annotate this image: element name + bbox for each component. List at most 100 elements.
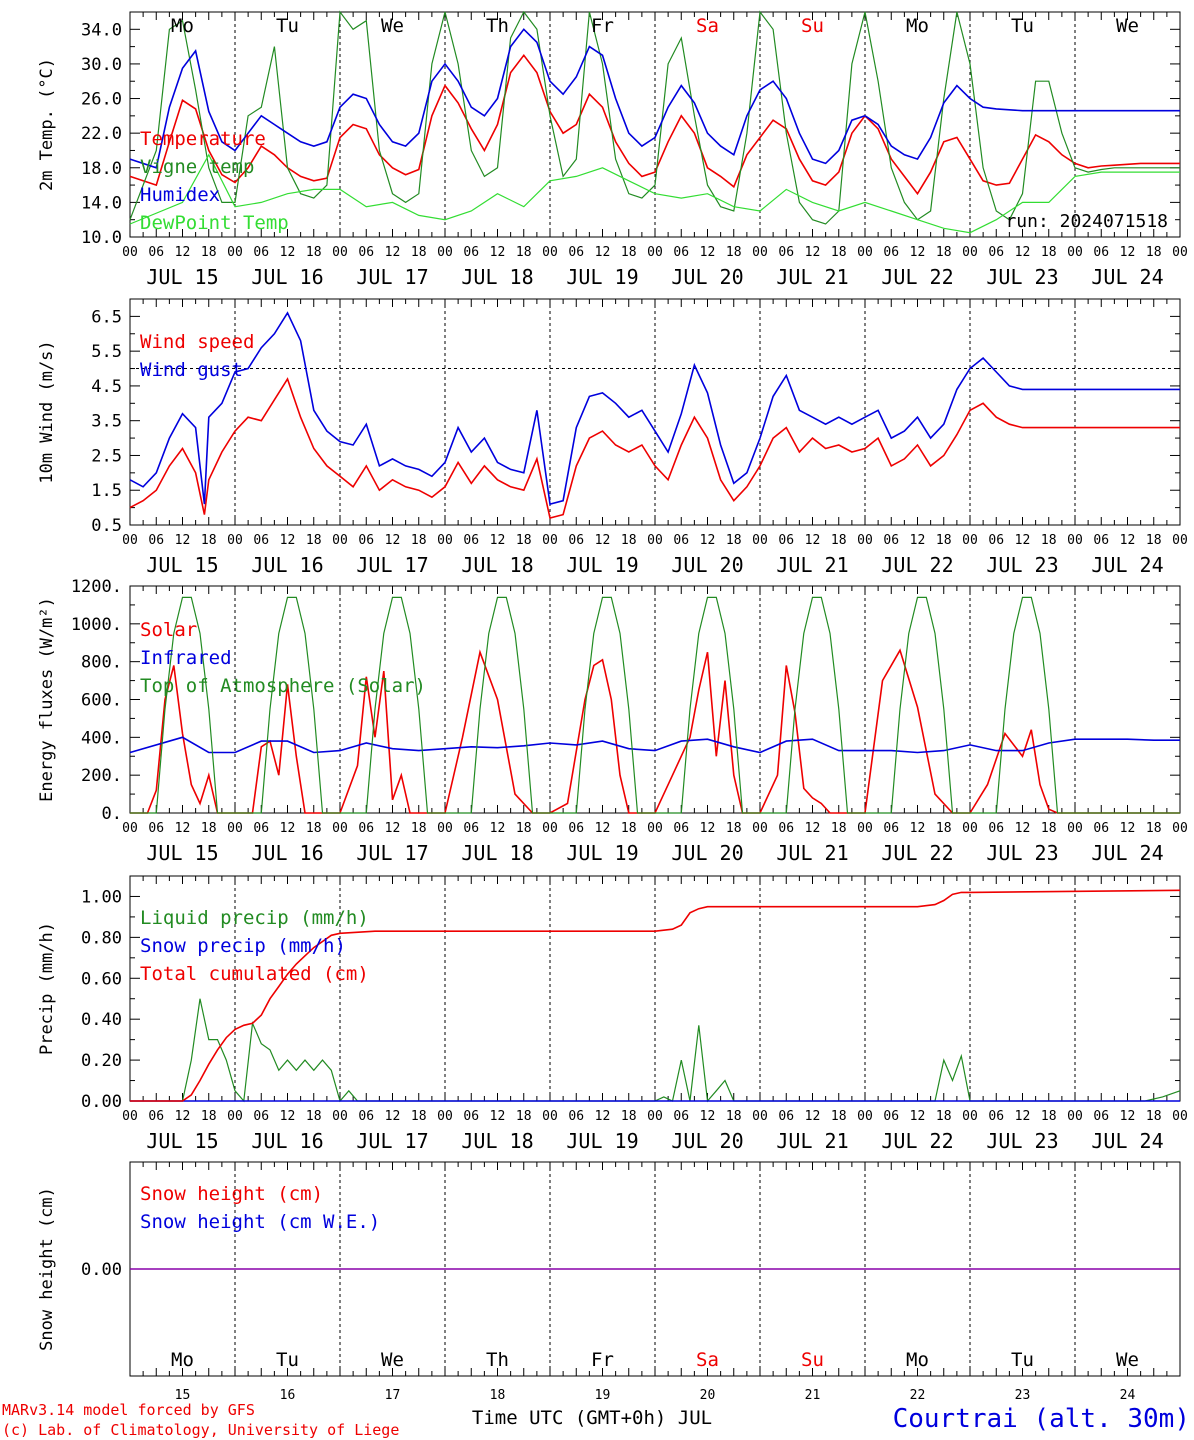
y-tick-label: 3.5 bbox=[91, 412, 122, 432]
hour-tick-label: 18 bbox=[306, 533, 322, 548]
hour-tick-label: 00 bbox=[227, 1109, 243, 1124]
date-label: JUL 16 bbox=[251, 841, 323, 865]
series-line-total-cumulated-cm bbox=[130, 889, 1181, 1102]
date-label: JUL 20 bbox=[671, 1129, 743, 1153]
day-number: 21 bbox=[805, 1388, 821, 1403]
hour-tick-label: 06 bbox=[883, 533, 899, 548]
y-tick-label: 0.00 bbox=[81, 1260, 122, 1280]
hour-tick-label: 12 bbox=[1015, 1109, 1031, 1124]
panel-precip: 0.00 0.20 0.40 0.60 0.80 1.00 Precip (mm/h) Liq… bbox=[37, 875, 1188, 1153]
hour-tick-label: 00 bbox=[332, 1109, 348, 1124]
y-tick-label: 4.5 bbox=[91, 377, 122, 397]
footer: MARv3.14 model forced by GFS (c) Lab. of … bbox=[2, 1401, 1190, 1439]
hour-tick-label: 00 bbox=[857, 821, 873, 836]
hour-tick-label: 00 bbox=[857, 245, 873, 260]
day-name: Tu bbox=[276, 15, 299, 37]
hour-tick-label: 06 bbox=[1093, 533, 1109, 548]
hour-tick-label: 06 bbox=[463, 1109, 479, 1124]
hour-tick-label: 18 bbox=[1041, 533, 1057, 548]
station-label: Courtrai (alt. 30m) bbox=[893, 1404, 1190, 1434]
hour-tick-label: 06 bbox=[253, 1109, 269, 1124]
day-name: Fr bbox=[591, 1349, 614, 1371]
hour-tick-label: 00 bbox=[542, 821, 558, 836]
hour-tick-label: 00 bbox=[122, 821, 138, 836]
hour-tick-label: 06 bbox=[883, 821, 899, 836]
hour-tick-label: 00 bbox=[1067, 1109, 1083, 1124]
hour-tick-label: 12 bbox=[910, 1109, 926, 1124]
run-annotation: run: 2024071518 bbox=[1005, 211, 1168, 232]
hour-tick-label: 06 bbox=[778, 533, 794, 548]
hour-tick-label: 00 bbox=[542, 1109, 558, 1124]
hour-tick-label: 18 bbox=[726, 245, 742, 260]
y-tick-label: 0.00 bbox=[81, 1092, 122, 1112]
hour-tick-label: 12 bbox=[175, 533, 191, 548]
hour-tick-label: 18 bbox=[726, 533, 742, 548]
legend-entry: Snow height (cm W.E.) bbox=[140, 1211, 380, 1233]
hour-tick-label: 06 bbox=[568, 245, 584, 260]
series-line-dewpoint-temp bbox=[129, 153, 1180, 234]
y-tick-label: 6.5 bbox=[91, 307, 122, 327]
day-number: 23 bbox=[1015, 1388, 1031, 1403]
hour-tick-label: 06 bbox=[148, 245, 164, 260]
date-label: JUL 23 bbox=[986, 265, 1058, 289]
date-label: JUL 17 bbox=[356, 265, 428, 289]
y-tick-label: 14.0 bbox=[81, 193, 122, 213]
hour-tick-label: 00 bbox=[1172, 821, 1188, 836]
date-label: JUL 22 bbox=[881, 553, 953, 577]
day-name: Sa bbox=[696, 15, 719, 37]
date-label: JUL 24 bbox=[1091, 1129, 1163, 1153]
hour-tick-label: 06 bbox=[1093, 1109, 1109, 1124]
hour-tick-label: 12 bbox=[805, 533, 821, 548]
hour-tick-label: 12 bbox=[490, 1109, 506, 1124]
date-label: JUL 21 bbox=[776, 265, 848, 289]
hour-tick-label: 06 bbox=[883, 1109, 899, 1124]
series-line-top-of-atmosphere-solar bbox=[130, 596, 1180, 814]
hour-tick-label: 18 bbox=[831, 245, 847, 260]
hour-tick-label: 00 bbox=[962, 1109, 978, 1124]
hour-tick-label: 18 bbox=[936, 821, 952, 836]
day-name: We bbox=[1116, 15, 1139, 37]
hour-tick-label: 12 bbox=[280, 245, 296, 260]
day-name: We bbox=[1116, 1349, 1139, 1371]
legend-entry: Top of Atmosphere (Solar) bbox=[140, 675, 426, 697]
date-label: JUL 23 bbox=[986, 841, 1058, 865]
y-axis-label: 2m Temp. (°C) bbox=[37, 58, 57, 191]
hour-tick-label: 00 bbox=[227, 245, 243, 260]
y-tick-label: 1.5 bbox=[91, 481, 122, 501]
hour-tick-label: 06 bbox=[463, 245, 479, 260]
hour-tick-label: 12 bbox=[1015, 821, 1031, 836]
hour-tick-label: 18 bbox=[621, 1109, 637, 1124]
legend-entry: DewPoint Temp bbox=[140, 212, 289, 234]
y-axis-label: Snow height (cm) bbox=[37, 1187, 57, 1351]
hour-tick-label: 06 bbox=[988, 245, 1004, 260]
hour-tick-label: 06 bbox=[778, 1109, 794, 1124]
hour-tick-label: 18 bbox=[201, 1109, 217, 1124]
hour-tick-label: 12 bbox=[910, 821, 926, 836]
day-name: Mo bbox=[906, 1349, 929, 1371]
day-number: 18 bbox=[490, 1388, 506, 1403]
hour-tick-label: 06 bbox=[253, 533, 269, 548]
hour-tick-label: 00 bbox=[227, 533, 243, 548]
date-label: JUL 20 bbox=[671, 553, 743, 577]
date-label: JUL 16 bbox=[251, 1129, 323, 1153]
hour-tick-label: 18 bbox=[411, 1109, 427, 1124]
date-label: JUL 18 bbox=[461, 1129, 533, 1153]
legend-entry: Snow height (cm) bbox=[140, 1183, 323, 1205]
date-label: JUL 18 bbox=[461, 841, 533, 865]
series-line-solar bbox=[130, 648, 1180, 814]
hour-tick-label: 06 bbox=[463, 533, 479, 548]
hour-tick-label: 06 bbox=[253, 245, 269, 260]
day-name: Mo bbox=[171, 15, 194, 37]
day-name: Mo bbox=[906, 15, 929, 37]
hour-tick-label: 06 bbox=[778, 245, 794, 260]
hour-tick-label: 06 bbox=[253, 821, 269, 836]
series-line-wind-speed bbox=[129, 377, 1180, 519]
hour-tick-label: 00 bbox=[332, 821, 348, 836]
hour-tick-label: 12 bbox=[910, 245, 926, 260]
hour-tick-label: 12 bbox=[385, 821, 401, 836]
legend-entry: Wind gust bbox=[140, 359, 243, 381]
day-number: 24 bbox=[1120, 1388, 1136, 1403]
y-tick-label: 22.0 bbox=[81, 124, 122, 144]
date-label: JUL 24 bbox=[1091, 553, 1163, 577]
y-tick-label: 1.00 bbox=[81, 887, 122, 907]
